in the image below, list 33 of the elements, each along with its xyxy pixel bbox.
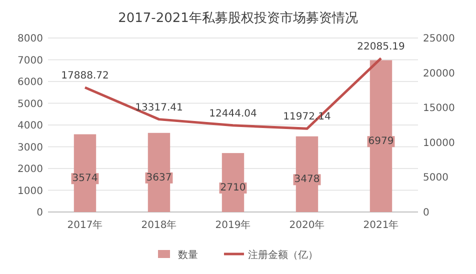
y2-tick-label: 20000 [423, 68, 455, 80]
y2-tick-label: 25000 [423, 34, 455, 44]
bar [370, 60, 392, 212]
data-label: 2710 [220, 182, 246, 194]
legend-label: 注册金额（亿） [248, 249, 318, 261]
y-tick-label: 8000 [18, 34, 43, 44]
y2-tick-label: 0 [423, 208, 430, 218]
data-label: 22085.19 [357, 41, 405, 52]
y-tick-label: 2000 [18, 164, 43, 175]
data-label: 6979 [368, 136, 394, 148]
y2-tick-label: 15000 [423, 103, 455, 114]
y-tick-label: 1000 [18, 186, 43, 197]
y-tick-label: 6000 [18, 77, 43, 88]
y-tick-label: 7000 [18, 55, 43, 66]
x-tick-label: 2020年 [289, 219, 325, 231]
data-label: 3478 [294, 174, 320, 186]
y2-tick-label: 10000 [423, 138, 455, 149]
x-tick-label: 2017年 [67, 219, 103, 231]
y-tick-label: 5000 [18, 98, 43, 110]
chart-title: 2017-2021年私募股权投资市场募资情况 [118, 11, 358, 26]
y2-tick-label: 5000 [423, 172, 448, 184]
data-label: 17888.72 [61, 70, 109, 82]
legend-label: 数量 [178, 250, 198, 261]
data-label: 13317.41 [135, 102, 183, 114]
x-tick-label: 2018年 [141, 219, 177, 231]
x-tick-label: 2019年 [215, 219, 251, 231]
x-tick-label: 2021年 [363, 219, 399, 231]
data-label: 3637 [146, 172, 172, 184]
y-tick-label: 3000 [18, 142, 43, 154]
y-tick-label: 0 [36, 208, 43, 218]
data-label: 3574 [72, 173, 98, 184]
data-label: 12444.04 [209, 108, 257, 120]
y-tick-label: 4000 [18, 120, 43, 132]
